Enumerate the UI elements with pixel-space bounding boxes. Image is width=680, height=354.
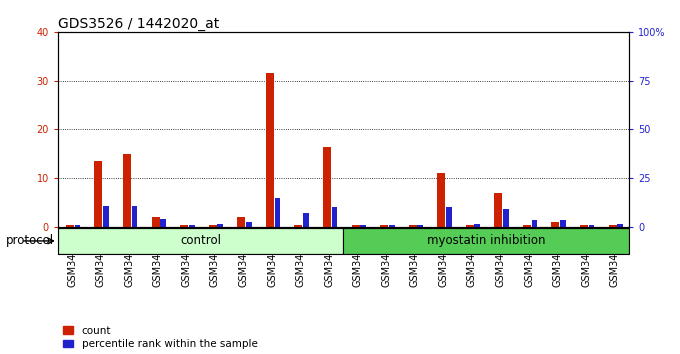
Bar [446, 207, 452, 227]
Bar [332, 207, 337, 227]
Bar [218, 224, 223, 227]
Bar [475, 224, 480, 227]
Bar [58, 228, 343, 254]
Bar [323, 147, 331, 227]
Bar [75, 225, 80, 227]
Bar [266, 73, 274, 227]
Bar [617, 224, 623, 227]
Bar [180, 224, 188, 227]
Bar [532, 220, 537, 227]
Bar [103, 206, 109, 227]
Bar [609, 224, 617, 227]
Bar [551, 222, 560, 227]
Bar [294, 224, 303, 227]
Bar [523, 224, 531, 227]
Bar [152, 217, 160, 227]
Bar [66, 224, 74, 227]
Bar [418, 225, 423, 227]
Bar [360, 225, 366, 227]
Bar [589, 225, 594, 227]
Bar [237, 217, 245, 227]
Text: protocol: protocol [6, 234, 54, 247]
Bar [132, 206, 137, 227]
Bar [580, 224, 588, 227]
Legend: count, percentile rank within the sample: count, percentile rank within the sample [63, 326, 258, 349]
Bar [560, 220, 566, 227]
Bar [343, 228, 629, 254]
Bar [437, 173, 445, 227]
Bar [123, 154, 131, 227]
Bar [160, 219, 166, 227]
Bar [409, 224, 417, 227]
Bar [503, 210, 509, 227]
Bar [380, 224, 388, 227]
Text: control: control [180, 234, 221, 247]
Text: myostatin inhibition: myostatin inhibition [427, 234, 545, 247]
Bar [352, 224, 360, 227]
Bar [189, 225, 194, 227]
Bar [466, 224, 474, 227]
Bar [494, 193, 503, 227]
Bar [95, 161, 103, 227]
Bar [246, 222, 252, 227]
Bar [209, 224, 217, 227]
Text: GDS3526 / 1442020_at: GDS3526 / 1442020_at [58, 17, 219, 31]
Bar [389, 225, 394, 227]
Bar [303, 213, 309, 227]
Bar [275, 198, 280, 227]
